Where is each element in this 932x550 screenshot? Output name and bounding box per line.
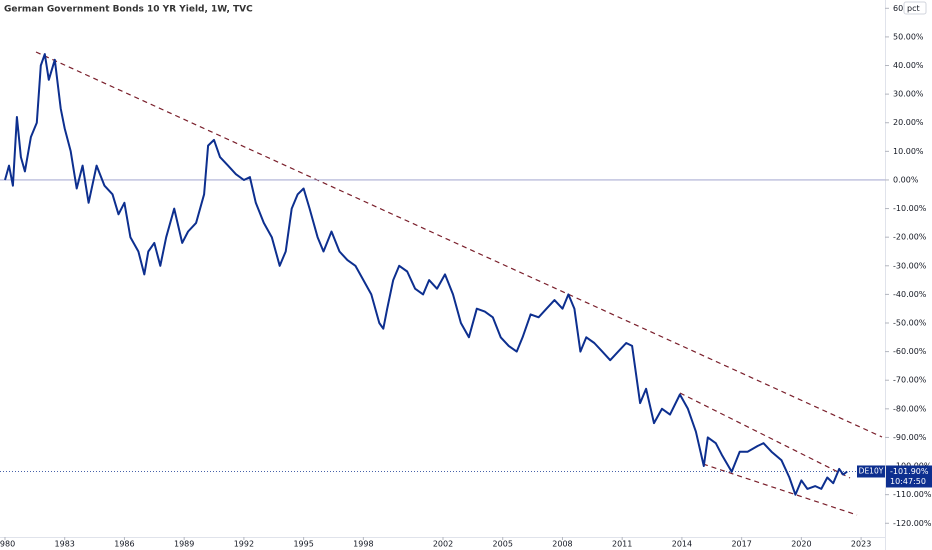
x-tick-label: 2017 xyxy=(731,540,751,549)
trend-line xyxy=(679,392,851,479)
x-tick-label: 1995 xyxy=(293,540,313,549)
y-tick-label: -20.00% xyxy=(893,233,927,242)
x-tick-label: 1989 xyxy=(174,540,194,549)
x-tick-label: 2014 xyxy=(672,540,692,549)
y-tick-label: -110.00% xyxy=(893,490,932,499)
y-tick-label: -70.00% xyxy=(893,376,927,385)
y-tick-label: -10.00% xyxy=(893,204,927,213)
x-tick-label: 2008 xyxy=(552,540,572,549)
x-tick-label: 2011 xyxy=(612,540,632,549)
unit-label: pct xyxy=(907,4,920,13)
price-badge xyxy=(886,465,932,488)
x-tick-label: 2020 xyxy=(791,540,811,549)
x-tick-label: 2002 xyxy=(433,540,453,549)
chart-title: German Government Bonds 10 YR Yield, 1W,… xyxy=(4,5,253,15)
y-tick-label: -90.00% xyxy=(893,433,927,442)
trend-lines xyxy=(35,51,883,516)
x-tick-label: 1992 xyxy=(234,540,254,549)
symbol-label: DE10Y xyxy=(859,466,884,475)
y-tick-label: -120.00% xyxy=(893,519,932,528)
x-tick-label: 1983 xyxy=(55,540,75,549)
y-tick-label: -80.00% xyxy=(893,404,927,413)
y-tick-label: 10.00% xyxy=(893,147,924,156)
y-tick-label: 20.00% xyxy=(893,118,924,127)
y-tick-label: -40.00% xyxy=(893,290,927,299)
price-label: -101.90% xyxy=(890,467,929,476)
y-tick-label: 50.00% xyxy=(893,32,924,41)
x-tick-label: 1986 xyxy=(114,540,134,549)
time-label: 10:47:50 xyxy=(890,477,926,486)
y-tick-label: 30.00% xyxy=(893,90,924,99)
y-tick-label: -30.00% xyxy=(893,261,927,270)
y-tick-label: -50.00% xyxy=(893,319,927,328)
trend-line xyxy=(702,463,858,516)
price-line xyxy=(4,53,848,496)
y-tick-label: 40.00% xyxy=(893,61,924,70)
x-tick-label: 1980 xyxy=(0,540,15,549)
x-tick-label: 2023 xyxy=(851,540,871,549)
plot-area: DE10Y xyxy=(0,53,885,496)
trend-line xyxy=(35,51,883,438)
y-tick-label: 0.00% xyxy=(893,175,919,184)
x-tick-label: 1998 xyxy=(353,540,373,549)
x-tick-label: 2005 xyxy=(493,540,513,549)
y-tick-label: -60.00% xyxy=(893,347,927,356)
unit-badge xyxy=(903,1,927,15)
symbol-badge xyxy=(857,465,885,478)
